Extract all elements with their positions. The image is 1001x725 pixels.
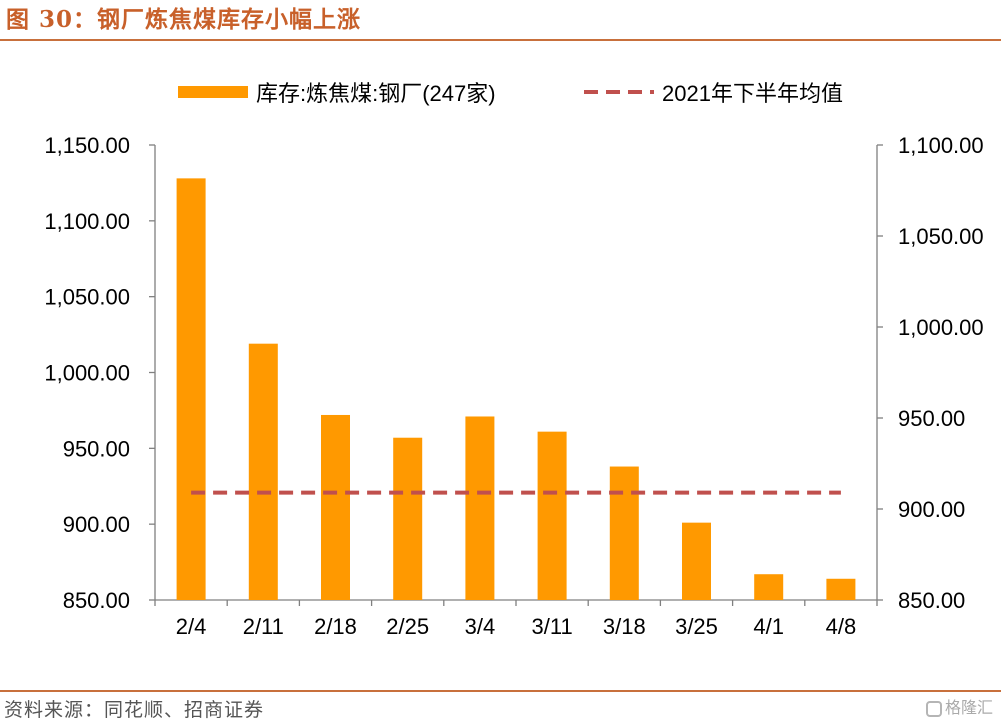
x-tick-label: 3/18 <box>603 614 646 639</box>
x-tick-label: 3/25 <box>675 614 718 639</box>
x-tick-label: 3/11 <box>532 614 573 639</box>
legend-swatch-inventory <box>178 86 248 98</box>
watermark-logo-icon <box>925 701 942 717</box>
footer-divider <box>0 690 1001 692</box>
bar <box>465 416 495 600</box>
bar <box>754 574 784 600</box>
left-y-tick-label: 950.00 <box>63 436 130 461</box>
x-tick-label: 4/8 <box>826 614 857 639</box>
right-y-tick-label: 1,100.00 <box>898 133 984 158</box>
source-note: 资料来源：同花顺、招商证券 <box>4 699 265 721</box>
tick-labels: 850.00 900.00 950.00 1,000.00 1,050.00 1,100.… <box>44 133 983 639</box>
bar-series <box>176 178 856 600</box>
left-y-tick-label: 1,050.00 <box>44 285 130 310</box>
watermark-text: 格隆汇 <box>944 698 993 717</box>
bar <box>248 343 278 600</box>
x-tick-label: 2/25 <box>386 614 429 639</box>
right-y-tick-label: 900.00 <box>898 497 965 522</box>
legend-label-average: 2021年下半年均值 <box>662 81 843 106</box>
figure-title: 图 30：钢厂炼焦煤库存小幅上涨 <box>6 6 362 33</box>
bar <box>826 578 856 600</box>
left-y-tick-label: 1,150.00 <box>44 133 130 158</box>
left-y-tick-label: 850.00 <box>63 588 130 613</box>
chart-legend: 库存:炼焦煤:钢厂(247家) 2021年下半年均值 <box>178 81 843 106</box>
bar <box>537 431 567 600</box>
right-y-tick-label: 850.00 <box>898 588 965 613</box>
bar <box>609 466 639 600</box>
left-y-tick-label: 1,100.00 <box>44 209 130 234</box>
bar <box>393 437 423 600</box>
bar <box>682 522 711 600</box>
legend-label-inventory: 库存:炼焦煤:钢厂(247家) <box>256 81 496 106</box>
right-y-tick-label: 1,000.00 <box>898 315 984 340</box>
x-tick-label: 2/11 <box>243 614 284 639</box>
watermark: 格隆汇 <box>925 696 993 720</box>
left-y-tick-label: 1,000.00 <box>44 361 130 386</box>
title-divider <box>0 39 1001 41</box>
x-tick-label: 2/18 <box>314 614 357 639</box>
x-tick-label: 3/4 <box>465 614 496 639</box>
right-y-tick-label: 950.00 <box>898 406 965 431</box>
right-y-tick-label: 1,050.00 <box>898 224 984 249</box>
x-tick-label: 4/1 <box>753 614 784 639</box>
x-tick-label: 2/4 <box>176 614 207 639</box>
bar <box>176 178 206 600</box>
bar <box>321 414 350 600</box>
left-y-tick-label: 900.00 <box>63 512 130 537</box>
